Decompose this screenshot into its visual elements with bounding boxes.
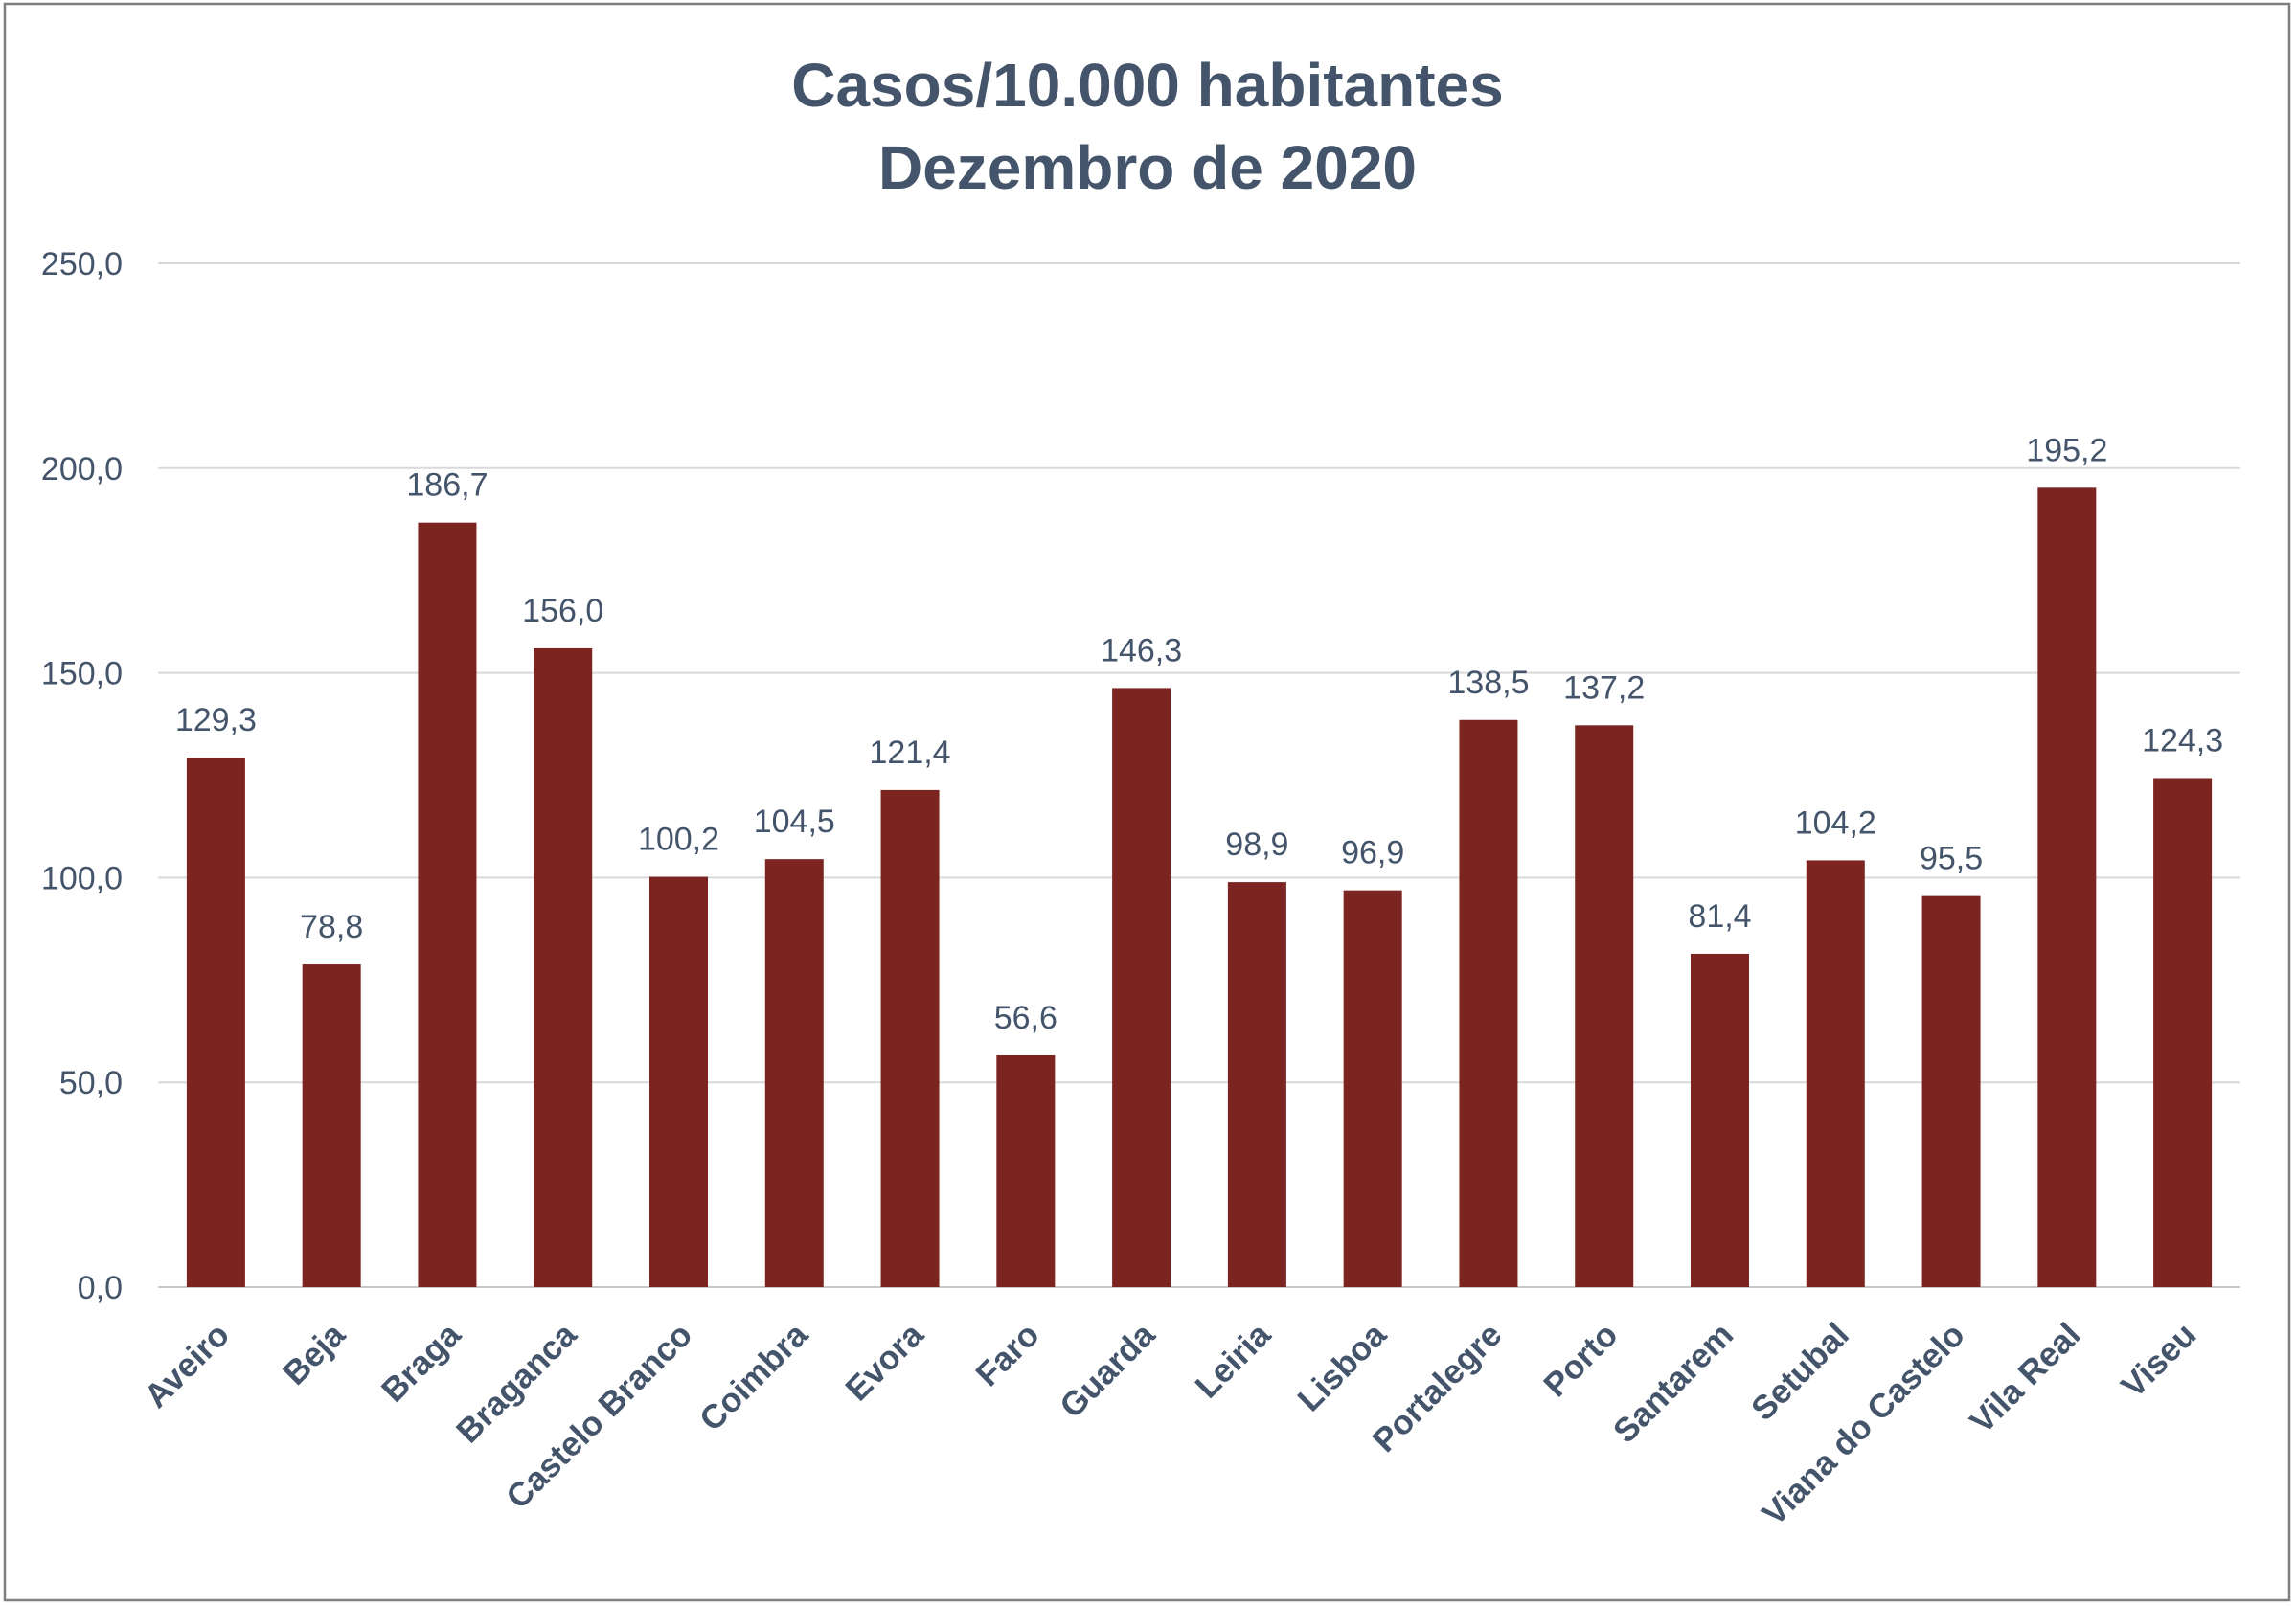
bar-value-label: 146,3 [1101, 632, 1182, 668]
bar [1459, 719, 1518, 1287]
bar [2037, 487, 2097, 1287]
bar-value-label: 98,9 [1225, 826, 1288, 863]
bar [649, 876, 708, 1287]
chart-title: Casos/10.000 habitantes [791, 51, 1503, 120]
y-tick-label: 250,0 [41, 246, 123, 283]
bar [1343, 890, 1402, 1287]
chart-subtitle: Dezembro de 2020 [878, 133, 1417, 202]
bar-value-label: 95,5 [1920, 841, 1983, 877]
bar-value-label: 104,2 [1795, 804, 1876, 841]
bar-value-label: 137,2 [1563, 669, 1645, 706]
bar [880, 789, 940, 1287]
y-tick-label: 0,0 [78, 1270, 123, 1306]
y-tick-label: 100,0 [41, 860, 123, 896]
bar-value-label: 138,5 [1447, 665, 1529, 701]
bar-value-label: 156,0 [522, 593, 603, 629]
y-tick-label: 150,0 [41, 656, 123, 692]
bar-value-label: 78,8 [300, 909, 363, 945]
y-tick-label: 200,0 [41, 451, 123, 487]
bar-value-label: 121,4 [870, 735, 951, 771]
data-labels: 129,3 78,8 186,7 156,0 100,2 104,5 121,4 56,6 14… [175, 432, 2223, 1036]
bar [1691, 953, 1749, 1287]
bar [534, 647, 593, 1287]
bar [302, 964, 361, 1287]
bar [764, 859, 824, 1287]
bar [1921, 895, 1981, 1287]
bar-value-label: 186,7 [406, 467, 488, 504]
bar-value-label: 56,6 [994, 1000, 1057, 1036]
bar-value-label: 81,4 [1688, 898, 1751, 935]
bar [2153, 778, 2213, 1287]
y-tick-label: 50,0 [59, 1065, 123, 1101]
bars [186, 487, 2213, 1287]
bar [186, 758, 245, 1287]
gridlines [158, 262, 2240, 1288]
bar [418, 522, 477, 1287]
bar [1806, 860, 1865, 1287]
bar [1112, 688, 1171, 1287]
bar-value-label: 100,2 [638, 822, 719, 858]
bar-value-label: 129,3 [175, 702, 257, 738]
bar [1227, 882, 1286, 1287]
bar [1575, 725, 1634, 1287]
bar-value-label: 104,5 [754, 803, 835, 840]
y-axis: 0,0 50,0 100,0 150,0 200,0 250,0 [41, 246, 123, 1306]
bar [996, 1054, 1056, 1287]
bar-value-label: 195,2 [2026, 432, 2107, 468]
bar-value-label: 124,3 [2142, 722, 2223, 758]
bar-value-label: 96,9 [1341, 835, 1404, 871]
